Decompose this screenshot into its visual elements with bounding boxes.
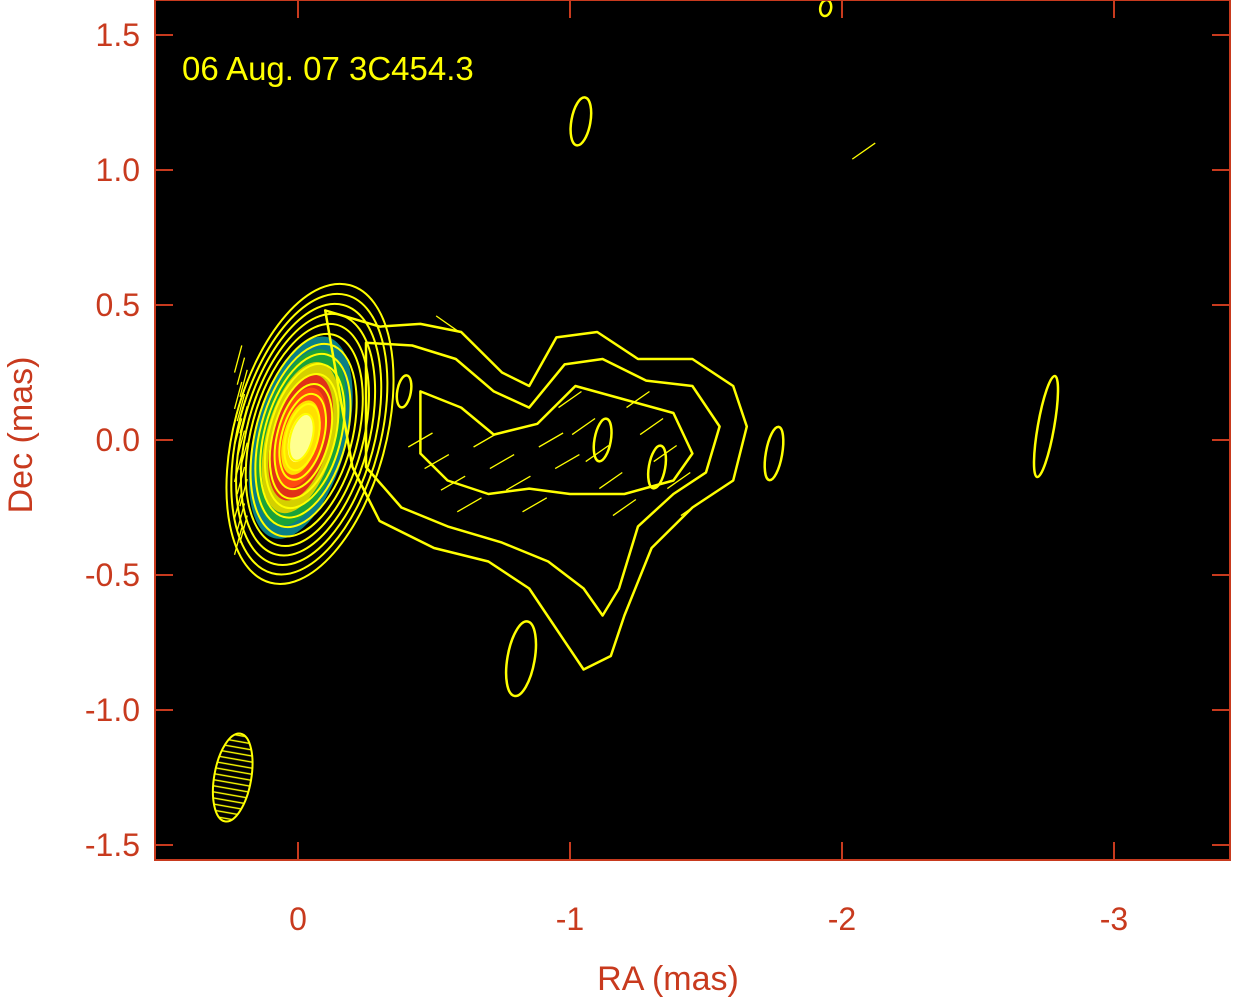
polarization-vector xyxy=(239,442,248,470)
polarization-vectors xyxy=(233,142,876,555)
core-contour xyxy=(278,392,327,481)
core-contour xyxy=(283,402,321,472)
contour-island xyxy=(1032,374,1060,479)
polarization-vector xyxy=(236,466,246,495)
x-tick-label: -1 xyxy=(556,901,584,937)
contour-island xyxy=(504,620,538,698)
contour-island xyxy=(646,444,668,490)
contour-island xyxy=(569,96,593,147)
polarization-vector xyxy=(407,432,433,448)
x-tick-label: 0 xyxy=(289,901,307,937)
contour-island xyxy=(395,374,413,409)
polarization-vector xyxy=(571,417,596,436)
core-contour xyxy=(230,292,389,576)
y-tick-label: 1.5 xyxy=(96,17,140,53)
polarization-vector xyxy=(236,393,246,422)
plot-frame xyxy=(154,0,1231,861)
polarization-vector xyxy=(233,454,243,483)
polarization-vector xyxy=(598,471,623,490)
polarization-vector xyxy=(239,369,248,397)
polarization-vector xyxy=(505,475,531,491)
x-axis-label: RA (mas) xyxy=(597,960,739,998)
x-tick-label: -3 xyxy=(1100,901,1128,937)
jet-contours xyxy=(323,309,749,671)
y-tick-label: -1.5 xyxy=(85,827,140,863)
core-contour xyxy=(225,282,395,585)
polarization-vector xyxy=(554,454,580,470)
polarization-vector xyxy=(538,432,564,448)
polarization-vector xyxy=(851,142,876,160)
jet-contour xyxy=(364,341,721,617)
axis-ticks xyxy=(155,0,1230,860)
plot-content xyxy=(211,0,1060,823)
y-tick-label: -0.5 xyxy=(85,557,140,593)
polarization-vector xyxy=(239,406,248,434)
polarization-vector xyxy=(236,430,246,458)
polarization-vector xyxy=(626,390,650,409)
beam-shape xyxy=(211,732,254,823)
polarization-vector xyxy=(435,315,460,333)
contour-island xyxy=(592,417,613,463)
core-contour xyxy=(259,352,352,519)
jet-contour xyxy=(419,384,694,496)
polarization-vector xyxy=(424,454,450,470)
polarization-vector xyxy=(236,357,246,385)
polarization-vector xyxy=(236,503,246,531)
polarization-vector xyxy=(456,497,482,513)
x-tick-labels: 0 -1 -2 -3 xyxy=(289,901,1128,937)
y-tick-label: 0.0 xyxy=(96,422,140,458)
polarization-vector xyxy=(440,475,466,491)
polarization-vector xyxy=(233,527,243,555)
polarization-vector xyxy=(473,432,499,448)
polarization-vector xyxy=(558,390,582,409)
beam-ellipse xyxy=(211,732,254,823)
polarization-vector xyxy=(233,418,243,446)
polarization-vector xyxy=(680,498,705,517)
polarization-vector xyxy=(666,471,691,490)
y-tick-label: -1.0 xyxy=(85,692,140,728)
polarization-vector xyxy=(612,498,637,517)
core-contour xyxy=(288,412,315,462)
core-contour xyxy=(273,382,334,491)
y-axis-label: Dec (mas) xyxy=(2,357,40,514)
polarization-vector xyxy=(489,454,515,470)
core-contour xyxy=(249,332,364,538)
y-tick-label: 0.5 xyxy=(96,287,140,323)
polarization-vector xyxy=(585,444,610,463)
polarization-vector xyxy=(239,478,248,507)
polarization-vector xyxy=(233,345,243,373)
core-contour xyxy=(263,362,346,510)
contour-island xyxy=(763,425,785,482)
polarization-vector xyxy=(233,491,243,519)
jet-contour xyxy=(323,309,749,671)
x-tick-label: -2 xyxy=(828,901,856,937)
polarization-vector xyxy=(639,417,664,436)
polarization-vector xyxy=(233,381,243,410)
polarization-vector xyxy=(653,444,678,463)
polarization-vector xyxy=(522,497,548,513)
y-tick-labels: 1.5 1.0 0.5 0.0 -0.5 -1.0 -1.5 xyxy=(85,17,140,863)
y-tick-label: 1.0 xyxy=(96,152,140,188)
core-contour xyxy=(244,322,370,548)
annotation-label: 06 Aug. 07 3C454.3 xyxy=(182,50,474,87)
polarization-vector xyxy=(239,515,248,543)
core-contour xyxy=(268,372,340,500)
contour-islands xyxy=(395,0,1060,698)
